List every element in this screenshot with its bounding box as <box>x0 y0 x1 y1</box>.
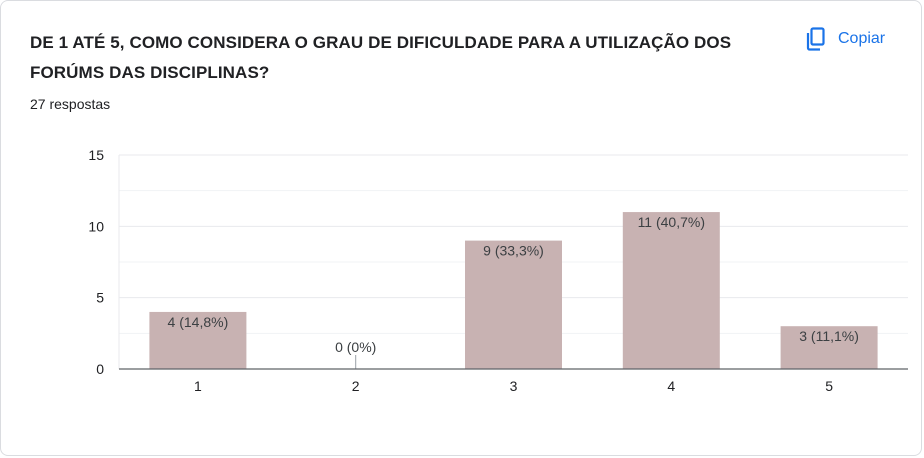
y-tick-label: 5 <box>96 290 104 306</box>
y-tick-label: 10 <box>88 218 104 234</box>
data-label: 9 (33,3%) <box>483 243 544 259</box>
bar <box>149 311 247 369</box>
y-tick-label: 0 <box>96 361 104 377</box>
x-tick-label: 1 <box>194 378 202 394</box>
question-title: DE 1 ATÉ 5, COMO CONSIDERA O GRAU DE DIF… <box>30 33 732 82</box>
x-tick-label: 5 <box>825 378 833 394</box>
copy-button[interactable]: Copiar <box>796 23 893 55</box>
x-tick-label: 4 <box>667 378 675 394</box>
data-label: 3 (11,1%) <box>799 328 859 344</box>
bar <box>465 240 562 369</box>
data-label: 0 (0%) <box>335 339 376 355</box>
response-count: 27 respostas <box>30 96 111 112</box>
x-tick-label: 2 <box>352 378 360 394</box>
x-tick-label: 3 <box>510 378 518 394</box>
copy-label: Copiar <box>838 30 886 47</box>
bar <box>622 212 720 369</box>
bar <box>780 326 878 369</box>
data-label: 4 (14,8%) <box>168 314 229 330</box>
y-tick-label: 15 <box>88 147 104 163</box>
data-label: 11 (40,7%) <box>638 214 705 230</box>
copy-icon <box>804 27 826 51</box>
